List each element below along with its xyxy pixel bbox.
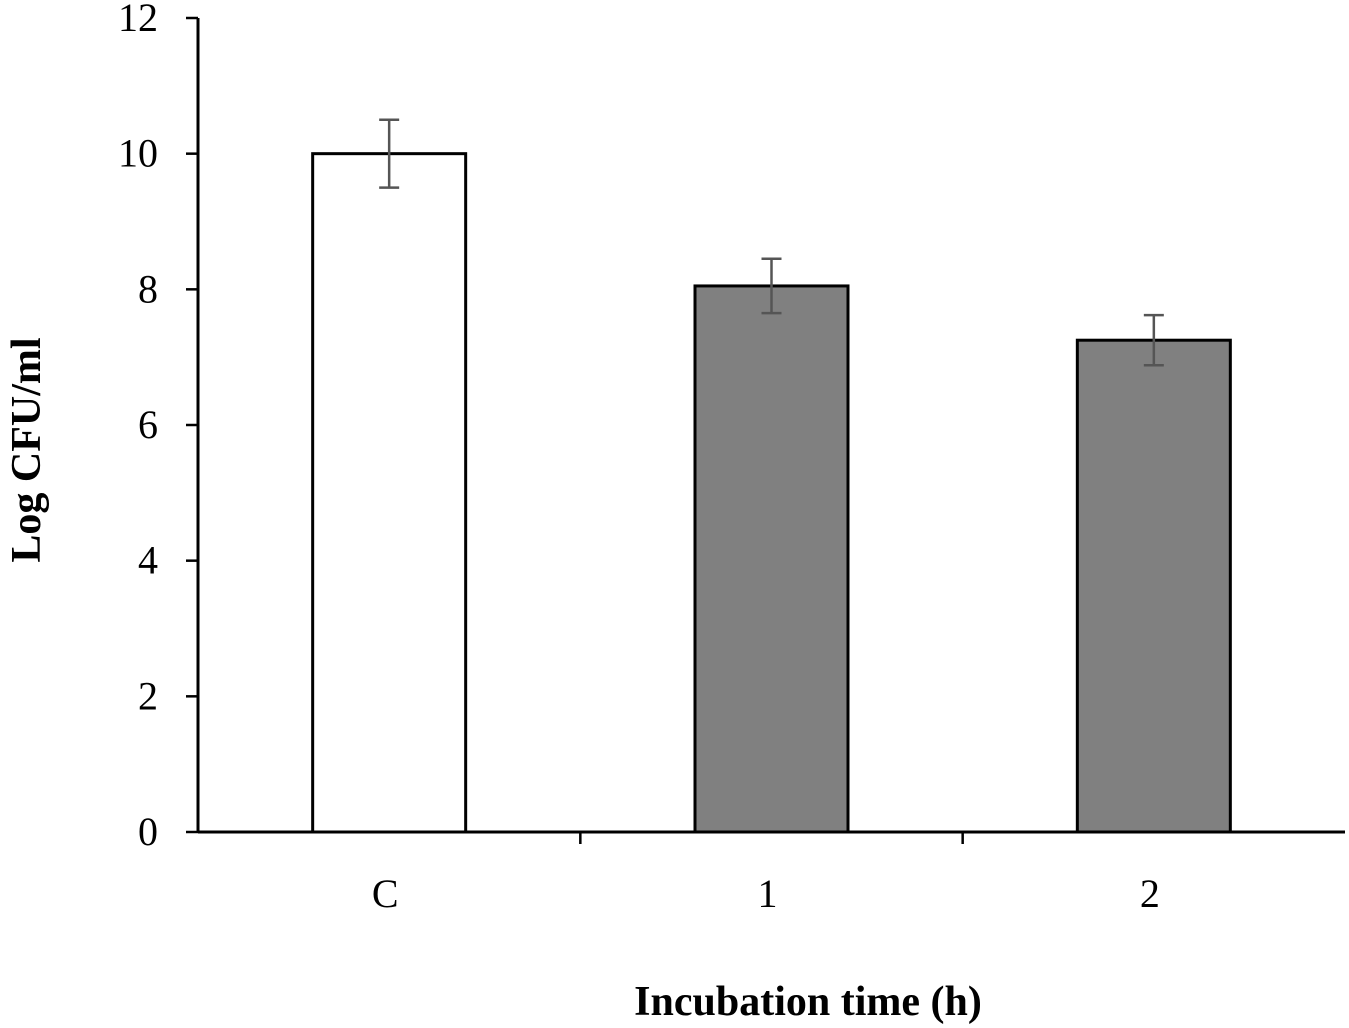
x-tick-label: 1: [758, 871, 778, 916]
y-tick-label: 6: [138, 402, 158, 447]
y-tick-label: 10: [118, 131, 158, 176]
y-tick-label: 8: [138, 266, 158, 311]
bar-1: [693, 284, 850, 834]
x-tick-label: 2: [1140, 871, 1160, 916]
y-axis-title: Log CFU/ml: [4, 337, 50, 562]
bar-2: [1075, 338, 1232, 834]
x-ticks-layer: C 1 2: [372, 832, 1160, 916]
x-tick-label: C: [372, 871, 399, 916]
y-tick-label: 4: [138, 538, 158, 583]
y-tick-label: 12: [118, 0, 158, 40]
x-axis-title: Incubation time (h): [634, 979, 982, 1025]
y-tick-label: 0: [138, 809, 158, 854]
bar-C: [311, 152, 468, 834]
bars-layer: [311, 152, 1232, 834]
y-ticks-layer: 0 2 4 6 8 10 12: [118, 0, 198, 854]
error-bars-layer: [379, 118, 1164, 367]
y-tick-label: 2: [138, 673, 158, 718]
